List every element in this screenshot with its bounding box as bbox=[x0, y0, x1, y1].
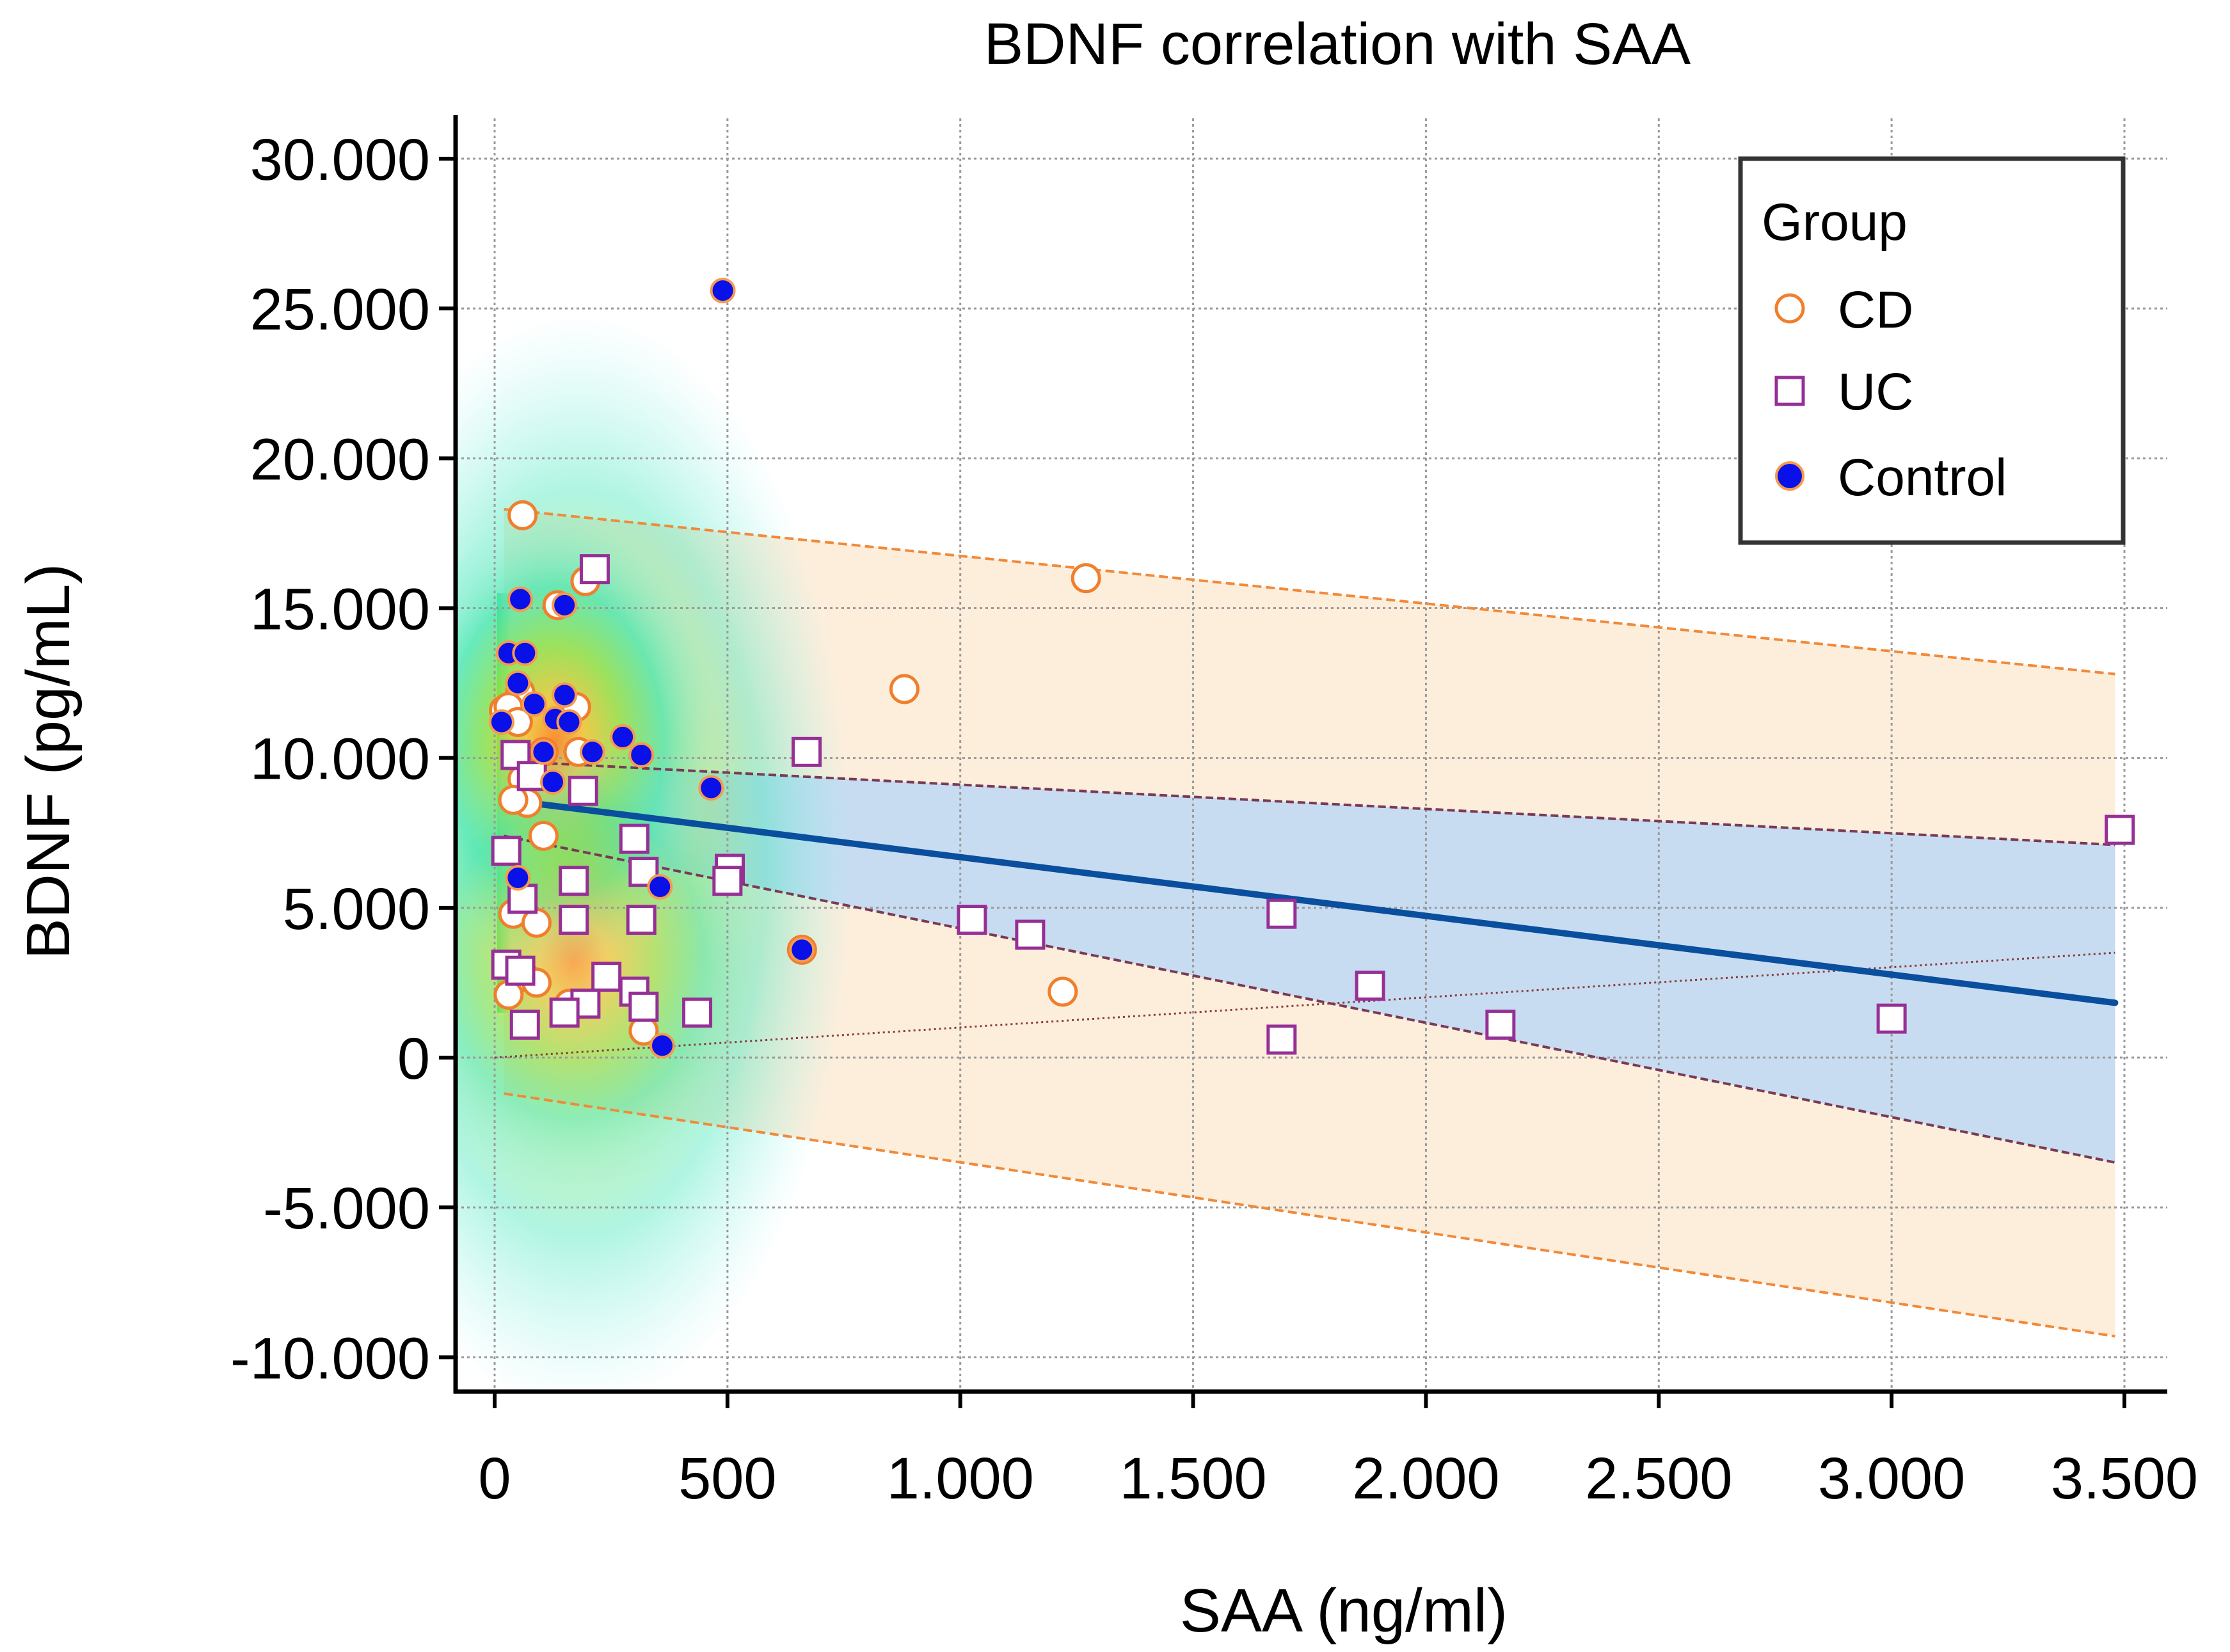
point-uc-29 bbox=[1266, 1024, 1297, 1055]
x-tick-label-6: 3.000 bbox=[1818, 1446, 1965, 1511]
point-uc-13 bbox=[626, 905, 657, 935]
point-control-18 bbox=[647, 874, 673, 900]
prediction-lower-line bbox=[504, 1092, 2115, 1338]
point-cd-23 bbox=[1047, 976, 1078, 1007]
axes-layer bbox=[439, 115, 2167, 1408]
legend-title: Group bbox=[1762, 193, 1907, 251]
point-cd-0 bbox=[507, 500, 538, 530]
point-control-7 bbox=[521, 691, 547, 717]
point-uc-0 bbox=[579, 554, 610, 585]
point-control-12 bbox=[530, 739, 557, 765]
y-tick-label-8: 30.000 bbox=[250, 127, 430, 193]
point-uc-27 bbox=[1485, 1009, 1516, 1040]
point-control-6 bbox=[552, 682, 578, 708]
x-tick-label-0: 0 bbox=[478, 1446, 511, 1511]
confidence-upper-line bbox=[504, 759, 2115, 846]
point-cd-1 bbox=[1071, 563, 1101, 594]
x-tick-label-4: 2.000 bbox=[1352, 1446, 1499, 1511]
regression-line bbox=[500, 796, 2119, 1006]
legend: Group CD UC Control bbox=[1738, 156, 2126, 545]
point-uc-28 bbox=[1876, 1003, 1907, 1034]
legend-label-uc: UC bbox=[1838, 363, 1913, 421]
point-cd-2 bbox=[889, 674, 920, 704]
point-control-20 bbox=[649, 1033, 675, 1059]
point-uc-17 bbox=[1355, 971, 1385, 1001]
point-uc-20 bbox=[591, 962, 622, 992]
x-tick-label-7: 3.500 bbox=[2051, 1446, 2198, 1511]
point-control-5 bbox=[505, 670, 531, 696]
y-tick-label-5: 15.000 bbox=[250, 577, 430, 642]
x-tick-label-2: 1.000 bbox=[887, 1446, 1034, 1511]
y-tick-label-4: 10.000 bbox=[250, 727, 430, 792]
point-uc-12 bbox=[559, 905, 589, 935]
point-uc-4 bbox=[568, 775, 598, 806]
y-tick-label-0: -10.000 bbox=[230, 1326, 430, 1391]
point-control-17 bbox=[505, 865, 531, 891]
x-axis-label: SAA (ng/ml) bbox=[1180, 1577, 1508, 1645]
point-uc-19 bbox=[505, 955, 536, 986]
y-tick-label-1: -5.000 bbox=[263, 1176, 430, 1241]
point-uc-5 bbox=[491, 836, 522, 866]
point-uc-15 bbox=[1015, 919, 1046, 950]
point-uc-1 bbox=[792, 736, 822, 767]
point-uc-30 bbox=[2105, 814, 2135, 845]
point-control-13 bbox=[579, 739, 605, 765]
lines-layer bbox=[494, 507, 2119, 1338]
y-tick-label-6: 20.000 bbox=[250, 427, 430, 492]
y-tick-label-7: 25.000 bbox=[250, 277, 430, 342]
point-control-11 bbox=[610, 724, 636, 750]
bands-layer bbox=[504, 509, 2115, 1337]
point-cd-14 bbox=[498, 784, 529, 815]
legend-marker-control bbox=[1775, 461, 1804, 491]
point-control-14 bbox=[628, 742, 655, 768]
points-layer bbox=[488, 278, 2135, 1059]
point-uc-6 bbox=[619, 823, 649, 854]
point-uc-26 bbox=[509, 1009, 540, 1040]
point-control-10 bbox=[488, 709, 514, 735]
legend-label-control: Control bbox=[1838, 449, 2007, 507]
point-uc-16 bbox=[1266, 898, 1297, 929]
point-control-19 bbox=[789, 937, 815, 963]
point-uc-25 bbox=[682, 997, 713, 1028]
y-tick-label-3: 5.000 bbox=[283, 877, 430, 942]
point-uc-9 bbox=[712, 866, 743, 896]
x-tick-label-5: 2.500 bbox=[1585, 1446, 1732, 1511]
point-uc-22 bbox=[628, 991, 659, 1022]
grid-layer bbox=[456, 118, 2167, 1392]
x-tick-label-3: 1.500 bbox=[1119, 1446, 1266, 1511]
x-tick-label-1: 500 bbox=[678, 1446, 777, 1511]
point-cd-15 bbox=[528, 820, 559, 851]
tick-labels-layer: -10.000 -5.000 0 5.000 10.000 15.000 20.000 25.… bbox=[230, 127, 2198, 1511]
legend-marker-cd bbox=[1774, 293, 1805, 324]
point-control-2 bbox=[552, 592, 578, 618]
point-control-15 bbox=[539, 769, 566, 795]
chart-title: BDNF correlation with SAA bbox=[984, 12, 1691, 77]
point-control-9 bbox=[556, 709, 582, 735]
y-tick-label-2: 0 bbox=[397, 1026, 430, 1092]
legend-box bbox=[1738, 156, 2126, 545]
confidence-lower-line bbox=[504, 834, 2115, 1164]
point-uc-24 bbox=[549, 997, 580, 1028]
point-control-0 bbox=[710, 278, 736, 304]
prediction-upper-line bbox=[504, 507, 2115, 676]
point-control-4 bbox=[512, 640, 538, 666]
y-axis-label: BDNF (pg/mL) bbox=[14, 564, 83, 960]
point-uc-14 bbox=[957, 905, 987, 935]
legend-marker-uc bbox=[1774, 376, 1805, 406]
legend-label-cd: CD bbox=[1838, 281, 1913, 339]
point-control-16 bbox=[698, 775, 724, 801]
point-control-1 bbox=[507, 586, 534, 612]
confidence-band bbox=[504, 761, 2115, 1163]
point-uc-7 bbox=[559, 866, 589, 896]
